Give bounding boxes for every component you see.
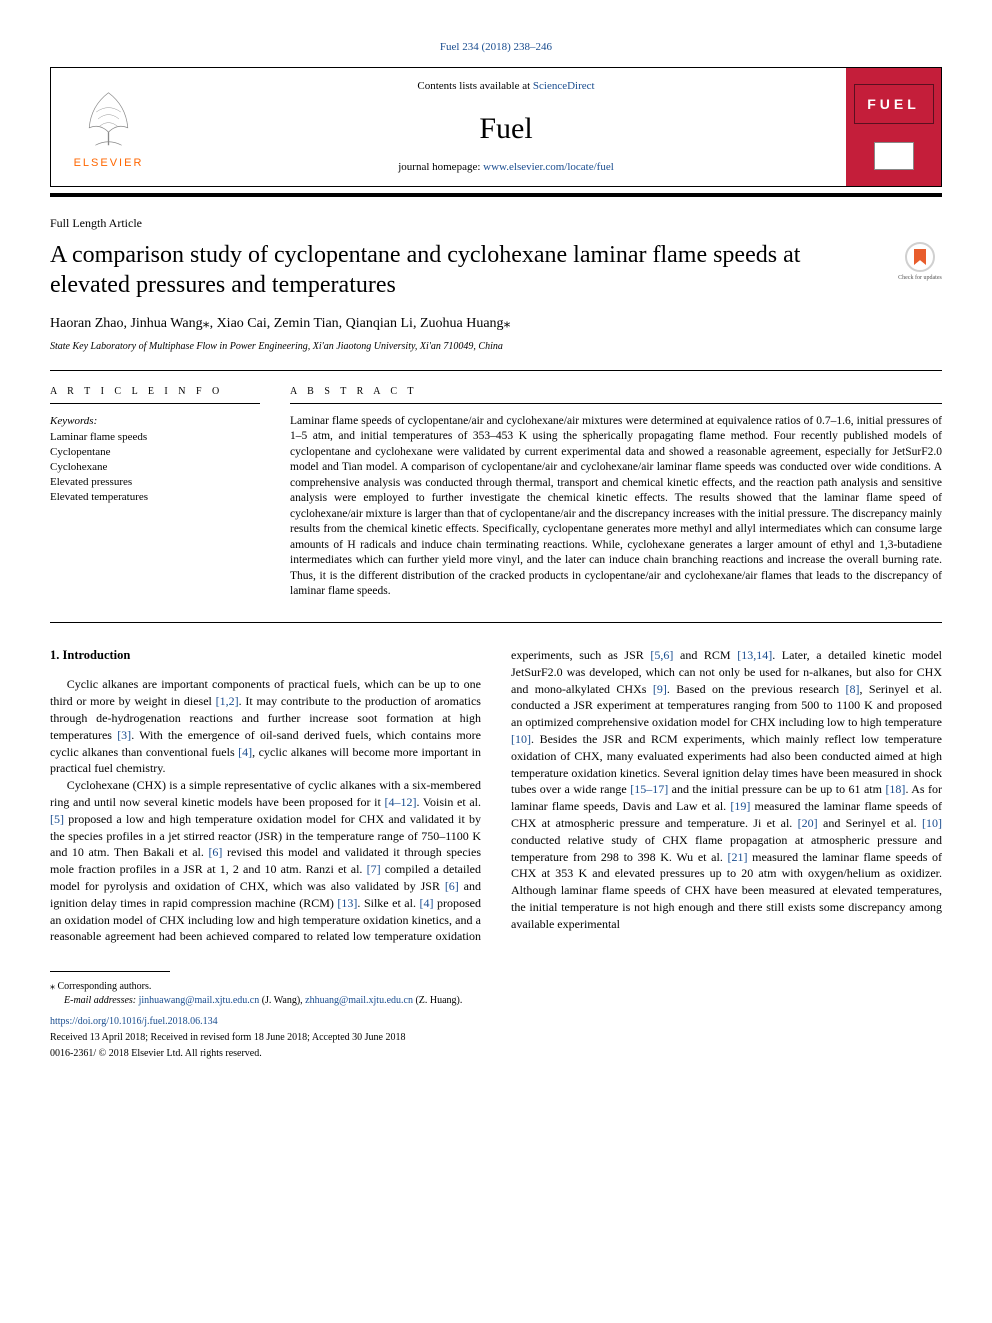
ref-link[interactable]: [13,14] — [737, 648, 772, 662]
ref-link[interactable]: [15–17] — [630, 782, 668, 796]
ref-link[interactable]: [4] — [419, 896, 433, 910]
ref-link[interactable]: [20] — [798, 816, 818, 830]
abstract-rule — [290, 403, 942, 404]
body-rule — [50, 622, 942, 623]
abstract: A B S T R A C T Laminar flame speeds of … — [290, 385, 942, 600]
email-label: E-mail addresses: — [64, 995, 139, 1006]
email-line: E-mail addresses: jinhuawang@mail.xjtu.e… — [50, 994, 942, 1008]
contents-available: Contents lists available at ScienceDirec… — [417, 79, 594, 94]
article-type: Full Length Article — [50, 215, 942, 232]
keyword: Elevated pressures — [50, 475, 260, 490]
journal-header: ELSEVIER Contents lists available at Sci… — [50, 67, 942, 187]
info-rule — [50, 403, 260, 404]
ref-link[interactable]: [13] — [337, 896, 357, 910]
email-who: (Z. Huang). — [413, 995, 462, 1006]
ref-link[interactable]: [5,6] — [650, 648, 673, 662]
doi-link[interactable]: https://doi.org/10.1016/j.fuel.2018.06.1… — [50, 1015, 942, 1029]
ref-link[interactable]: [4–12] — [384, 795, 416, 809]
check-updates-icon — [905, 242, 935, 272]
abstract-label: A B S T R A C T — [290, 385, 942, 399]
elsevier-tree-icon — [71, 84, 146, 154]
body-para: Cyclic alkanes are important components … — [50, 676, 481, 777]
fuel-badge: FUEL — [854, 84, 934, 124]
running-head: Fuel 234 (2018) 238–246 — [50, 40, 942, 55]
divider — [50, 370, 942, 371]
section-heading-intro: 1. Introduction — [50, 647, 481, 665]
ref-link[interactable]: [19] — [730, 799, 750, 813]
abstract-text: Laminar flame speeds of cyclopentane/air… — [290, 414, 942, 600]
ref-link[interactable]: [6] — [208, 845, 222, 859]
email-link[interactable]: zhhuang@mail.xjtu.edu.cn — [305, 995, 413, 1006]
article-info-label: A R T I C L E I N F O — [50, 385, 260, 399]
header-rule — [50, 193, 942, 197]
ref-link[interactable]: [1,2] — [216, 694, 239, 708]
issn-copyright: 0016-2361/ © 2018 Elsevier Ltd. All righ… — [50, 1047, 942, 1061]
journal-homepage: journal homepage: www.elsevier.com/locat… — [398, 160, 614, 175]
ref-link[interactable]: [10] — [511, 732, 531, 746]
journal-cover-thumb: FUEL — [846, 68, 941, 186]
check-updates-label: Check for updates — [898, 274, 942, 282]
ref-link[interactable]: [9] — [653, 682, 667, 696]
authors: Haoran Zhao, Jinhua Wang⁎, Xiao Cai, Zem… — [50, 314, 942, 334]
check-updates-badge[interactable]: Check for updates — [898, 240, 942, 284]
header-center: Contents lists available at ScienceDirec… — [166, 68, 846, 186]
ref-link[interactable]: [4] — [238, 745, 252, 759]
article-info: A R T I C L E I N F O Keywords: Laminar … — [50, 385, 260, 600]
journal-name: Fuel — [479, 108, 532, 150]
keyword: Elevated temperatures — [50, 490, 260, 505]
ref-link[interactable]: [21] — [727, 850, 747, 864]
ref-link[interactable]: [18] — [885, 782, 905, 796]
ref-link[interactable]: [3] — [117, 728, 131, 742]
homepage-prefix: journal homepage: — [398, 161, 483, 173]
elsevier-logo: ELSEVIER — [51, 68, 166, 186]
homepage-link[interactable]: www.elsevier.com/locate/fuel — [483, 161, 614, 173]
sciencedirect-link[interactable]: ScienceDirect — [533, 80, 595, 92]
keyword: Laminar flame speeds — [50, 430, 260, 445]
email-link[interactable]: jinhuawang@mail.xjtu.edu.cn — [139, 995, 260, 1006]
cover-mini-icon — [874, 142, 914, 170]
email-who: (J. Wang), — [259, 995, 305, 1006]
bookmark-icon — [914, 249, 926, 265]
body-columns: 1. Introduction Cyclic alkanes are impor… — [50, 647, 942, 945]
keywords-label: Keywords: — [50, 414, 260, 429]
ref-link[interactable]: [8] — [846, 682, 860, 696]
keyword: Cyclopentane — [50, 445, 260, 460]
corresponding-note: ⁎ Corresponding authors. — [50, 980, 942, 994]
article-title: A comparison study of cyclopentane and c… — [50, 240, 898, 300]
ref-link[interactable]: [6] — [445, 879, 459, 893]
keyword: Cyclohexane — [50, 460, 260, 475]
footnote-rule — [50, 971, 170, 972]
affiliation: State Key Laboratory of Multiphase Flow … — [50, 340, 942, 354]
contents-prefix: Contents lists available at — [417, 80, 532, 92]
elsevier-wordmark: ELSEVIER — [74, 156, 144, 171]
ref-link[interactable]: [5] — [50, 812, 64, 826]
ref-link[interactable]: [7] — [367, 862, 381, 876]
received-dates: Received 13 April 2018; Received in revi… — [50, 1031, 942, 1045]
ref-link[interactable]: [10] — [922, 816, 942, 830]
